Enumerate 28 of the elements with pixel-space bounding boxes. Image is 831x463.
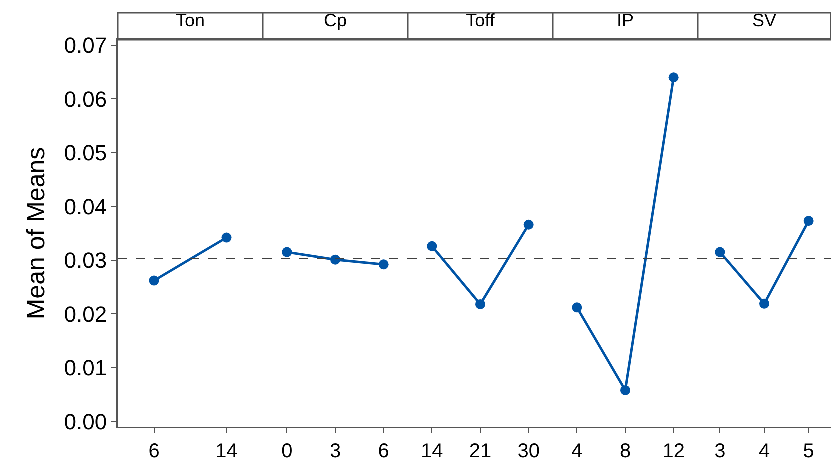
x-tick-label: 6 [148,440,160,462]
x-tick-label: 6 [378,440,390,462]
y-tick-label: 0.03 [64,248,108,274]
x-tick-label: 0 [282,440,293,462]
x-tick-label: 8 [620,440,632,462]
x-tick-label: 3 [330,440,342,462]
y-tick-label: 0.05 [64,140,108,166]
x-tick-label: 5 [803,440,814,462]
y-tick-label: 0.04 [64,194,108,220]
y-axis-title: Mean of Means [22,147,50,320]
y-tick-label: 0.01 [64,356,108,381]
chart-title: Ton [176,10,206,30]
x-tick-label: 3 [714,440,726,462]
x-tick-label: 4 [572,440,583,462]
y-tick-label: 0.02 [64,302,108,327]
chart-title: SV [752,10,777,30]
x-tick-label: 14 [216,440,238,462]
x-tick-label: 21 [469,440,492,462]
x-tick-label: 14 [421,440,444,462]
x-tick-label: 4 [758,440,770,462]
chart-title: IP [616,10,634,30]
chart-title: Toff [466,10,496,30]
y-tick-label: 0.00 [64,409,108,434]
y-tick-label: 0.06 [64,86,108,112]
chart-title: Cp [324,10,348,30]
x-tick-label: 12 [662,440,685,462]
x-tick-label: 30 [518,440,540,462]
y-tick-label: 0.07 [64,33,108,58]
